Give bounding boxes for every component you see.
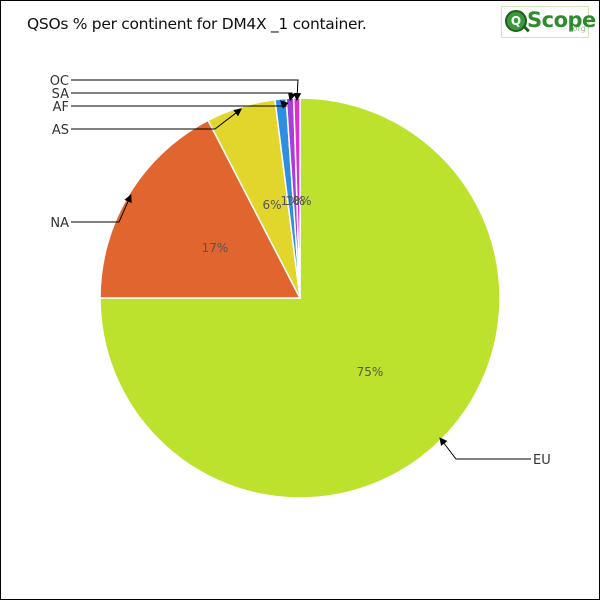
leader-line-sa xyxy=(71,93,292,100)
slice-label-eu: EU xyxy=(533,453,551,468)
leader-line-oc xyxy=(71,80,298,100)
slice-label-as: AS xyxy=(52,123,69,138)
pct-label-oc: 0% xyxy=(292,194,311,208)
slice-label-af: AF xyxy=(53,100,69,115)
slice-label-oc: OC xyxy=(50,74,69,89)
slice-label-na: NA xyxy=(50,216,69,231)
slice-label-sa: SA xyxy=(52,87,69,102)
pct-label-eu: 75% xyxy=(357,365,384,379)
pct-label-na: 17% xyxy=(202,241,229,255)
pct-label-as: 6% xyxy=(262,198,281,212)
leader-line-eu xyxy=(440,438,531,459)
